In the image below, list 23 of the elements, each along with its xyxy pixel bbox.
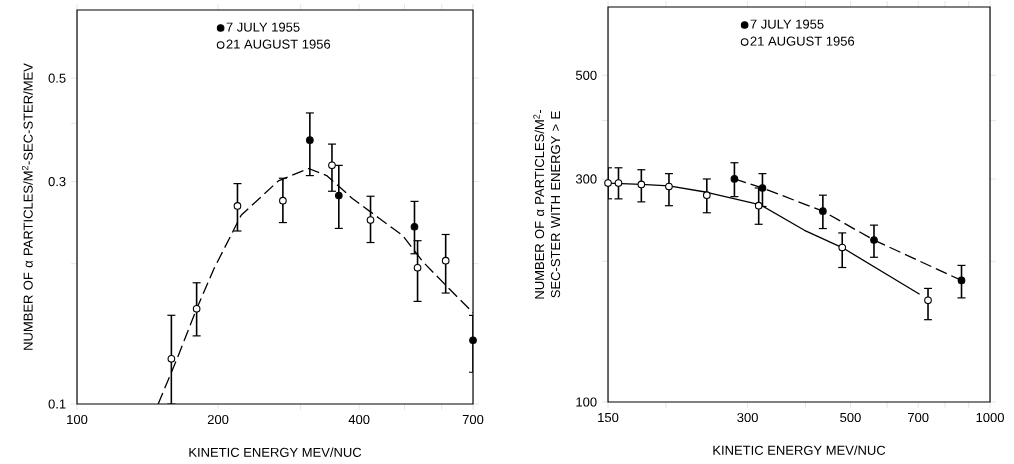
y-tick-label: 500: [575, 70, 597, 80]
x-tick-label: 700: [908, 412, 929, 423]
y-tick-label: 0.3: [48, 176, 66, 187]
y-tick-label: 0.5: [48, 73, 66, 83]
x-tick-label: 200: [207, 414, 229, 425]
x-tick-label: 1000: [976, 412, 1004, 423]
legend-label: 7 JULY 1955: [750, 19, 824, 29]
x-axis-title: KINETIC ENERGY MEV/NUC: [189, 447, 362, 457]
x-tick-label: 100: [67, 414, 88, 425]
y-tick-label: 300: [575, 174, 597, 184]
y-tick-label: 100: [576, 397, 597, 407]
x-tick-label: 400: [348, 414, 370, 425]
y-tick-label: 0.1: [48, 399, 66, 409]
y-axis-title: NUMBER OF α PARTICLES/M$^{2}$-SEC-STER WITH ENERGY > E: [533, 109, 561, 299]
x-tick-label: 500: [840, 412, 861, 423]
x-tick-label: 150: [598, 412, 619, 423]
y-axis-title: NUMBER OF α PARTICLES/M$^{2}$-SEC-STER/MEV: [21, 63, 33, 350]
legend-label: 21 AUGUST 1956: [750, 36, 855, 46]
legend-label: 7 JULY 1955: [226, 22, 300, 32]
legend-label: 21 AUGUST 1956: [226, 39, 331, 49]
x-tick-label: 300: [737, 412, 758, 423]
x-tick-label: 700: [462, 414, 484, 425]
x-axis-title: KINETIC ENERGY MEV/NUC: [713, 445, 886, 455]
